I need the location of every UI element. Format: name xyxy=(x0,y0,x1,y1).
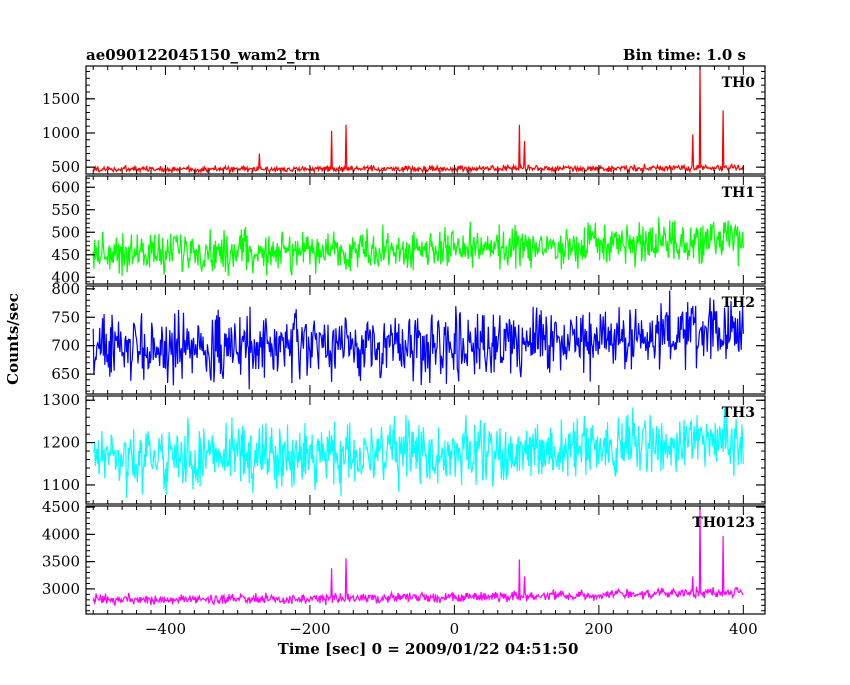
x-tick-label: 200 xyxy=(585,620,614,638)
panel-label-th3: TH3 xyxy=(722,405,755,421)
y-tick-label: 1000 xyxy=(42,124,80,142)
panel-th1: 400 450 500 550 600 TH1 xyxy=(51,175,766,286)
y-tick-label: 3500 xyxy=(42,553,80,571)
panel-label-th2: TH2 xyxy=(722,295,755,311)
panel-frame-th0 xyxy=(85,65,766,175)
y-tick-label: 750 xyxy=(51,308,80,326)
x-tick-label: −400 xyxy=(145,620,186,638)
y-axis-title: Counts/sec xyxy=(4,293,22,385)
y-tick-label: 1300 xyxy=(42,391,80,409)
y-tick-label: 1500 xyxy=(42,90,80,108)
series-line-th2 xyxy=(92,290,744,390)
chart-title: ae090122045150_wam2_trn xyxy=(86,46,320,64)
series-line-th0 xyxy=(92,66,744,174)
panel-label-th1: TH1 xyxy=(722,185,755,201)
series-line-th3 xyxy=(93,407,744,498)
panel-label-th0: TH0 xyxy=(722,75,756,91)
series-line-th0123 xyxy=(92,506,744,607)
y-tick-label: 500 xyxy=(51,223,80,241)
panel-th2: 650 700 750 800 TH2 xyxy=(51,280,766,395)
y-tick-label: 3000 xyxy=(42,580,80,598)
panel-frame-th1 xyxy=(85,175,766,285)
y-tick-label: 600 xyxy=(51,178,80,196)
panels-group: 500 1000 1500 TH0 400 450 500 550 600 TH1 650 700 75… xyxy=(42,65,766,638)
panel-th0: 500 1000 1500 TH0 xyxy=(42,65,766,176)
y-tick-label: 550 xyxy=(51,201,80,219)
y-tick-label: 650 xyxy=(51,365,80,383)
panel-label-th0123: TH0123 xyxy=(692,515,755,531)
y-tick-label: 800 xyxy=(51,280,80,298)
y-tick-label: 700 xyxy=(51,337,80,355)
x-tick-label: −200 xyxy=(289,620,330,638)
panel-th0123: 3000 3500 4000 4500 TH0123 xyxy=(42,498,766,615)
panel-th3: 1100 1200 1300 TH3 xyxy=(42,391,766,505)
x-axis-title: Time [sec] 0 = 2009/01/22 04:51:50 xyxy=(278,640,579,658)
y-tick-label: 500 xyxy=(51,158,80,176)
series-line-th1 xyxy=(92,217,744,276)
y-tick-label: 450 xyxy=(51,246,80,264)
y-tick-label: 4500 xyxy=(42,498,80,516)
y-tick-label: 1200 xyxy=(42,434,80,452)
y-tick-label: 1100 xyxy=(42,476,80,494)
x-tick-label: 400 xyxy=(729,620,758,638)
bin-time-label: Bin time: 1.0 s xyxy=(623,46,746,64)
x-tick-label: 0 xyxy=(450,620,460,638)
y-tick-label: 400 xyxy=(51,268,80,286)
y-tick-label: 4000 xyxy=(42,525,80,543)
